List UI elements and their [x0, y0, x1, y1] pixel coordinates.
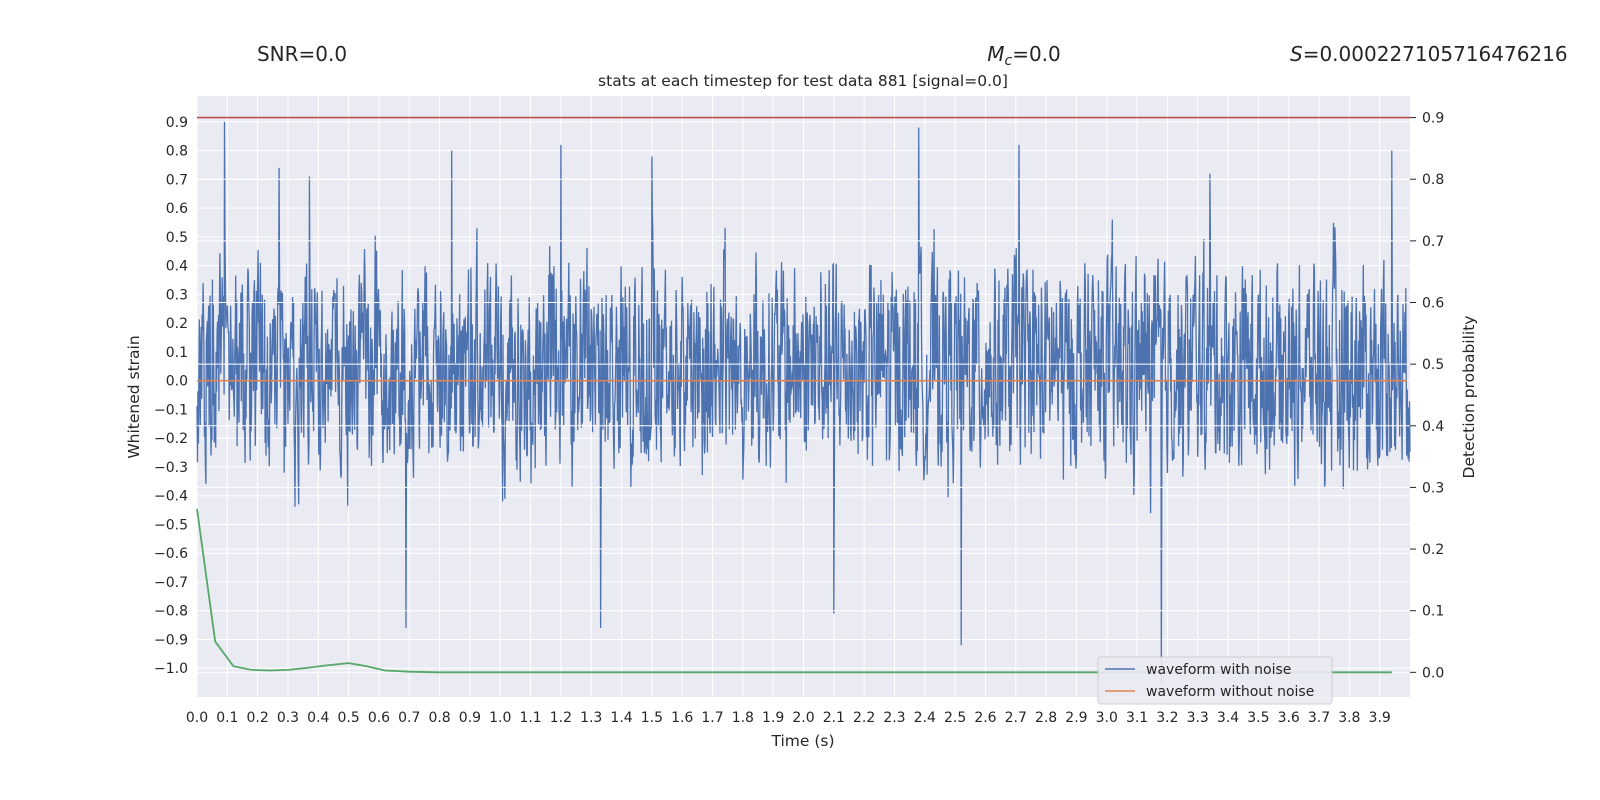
x-tick-label: 2.4	[914, 710, 936, 726]
y-tick-label: −0.9	[154, 632, 188, 648]
detection-probability-line	[196, 508, 1392, 674]
mc-annotation: Mc=0.0	[987, 42, 1061, 69]
s-value: =0.000227105716476216	[1303, 42, 1568, 66]
legend-label-without-noise: waveform without noise	[1146, 684, 1314, 700]
x-tick-label: 1.7	[701, 710, 723, 726]
series-layer	[196, 116, 1410, 674]
x-tick-label: 3.8	[1338, 710, 1360, 726]
y-tick-label: −0.8	[154, 604, 188, 620]
x-tick-label: 1.1	[519, 710, 541, 726]
x-tick-label: 3.0	[1096, 710, 1118, 726]
x-tick-label: 1.9	[762, 710, 784, 726]
x-tick-label: 2.2	[853, 710, 875, 726]
y2-tick-label: 0.2	[1422, 542, 1444, 558]
x-tick-label: 3.2	[1156, 710, 1178, 726]
x-tick-label: 3.6	[1278, 710, 1300, 726]
x-tick-label: 2.9	[1065, 710, 1087, 726]
waveform-with-noise-series	[196, 121, 1411, 686]
x-tick-label: 2.3	[883, 710, 905, 726]
x-tick-label: 3.5	[1247, 710, 1269, 726]
x-tick-label: 2.7	[1005, 710, 1027, 726]
x-tick-label: 3.7	[1308, 710, 1330, 726]
y-tick-label: −1.0	[154, 661, 188, 677]
y-tick-label: 0.0	[166, 374, 188, 390]
x-tick-label: 1.6	[671, 710, 693, 726]
y-tick-label: 0.4	[166, 259, 188, 275]
y-tick-label: 0.5	[166, 230, 188, 246]
y-tick-label: −0.3	[154, 460, 188, 476]
grid-lines	[196, 96, 1410, 697]
x-tick-label: 0.4	[307, 710, 329, 726]
x-tick-label: 2.5	[944, 710, 966, 726]
x-tick-label: 2.8	[1035, 710, 1057, 726]
legend: waveform with noise waveform without noi…	[1097, 656, 1333, 705]
y-tick-label: −0.7	[154, 575, 188, 591]
x-tick-label: 3.4	[1217, 710, 1239, 726]
y-tick-label: 0.1	[166, 345, 188, 361]
y-axis-ticks: 0.9 0.8 0.7 0.6 0.5 0.4 0.3 0.2 0.1 0.0 −0.1 −0.2 −0…	[154, 115, 188, 677]
y2-tick-label: 0.1	[1422, 604, 1444, 620]
x-tick-label: 0.3	[277, 710, 299, 726]
chart-title: stats at each timestep for test data 881…	[598, 72, 1008, 90]
y-tick-label: −0.5	[154, 517, 188, 533]
snr-annotation: SNR=0.0	[257, 42, 347, 66]
mc-value: =0.0	[1012, 42, 1061, 66]
y-tick-label: 0.7	[166, 172, 188, 188]
x-tick-label: 0.8	[428, 710, 450, 726]
x-axis-label: Time (s)	[770, 732, 834, 750]
x-tick-label: 3.3	[1187, 710, 1209, 726]
x-tick-label: 1.0	[489, 710, 511, 726]
y2-tick-label: 0.9	[1422, 111, 1444, 127]
x-tick-label: 3.1	[1126, 710, 1148, 726]
x-tick-label: 2.0	[792, 710, 814, 726]
x-tick-label: 2.6	[974, 710, 996, 726]
y2-tick-label: 0.3	[1422, 480, 1444, 496]
x-tick-label: 0.9	[459, 710, 481, 726]
y-tick-label: 0.9	[166, 115, 188, 131]
y2-tick-label: 0.6	[1422, 295, 1444, 311]
y-tick-label: −0.2	[154, 431, 188, 447]
legend-box	[1097, 656, 1333, 705]
x-tick-label: 1.3	[580, 710, 602, 726]
x-tick-label: 0.2	[247, 710, 269, 726]
y-axis-label: Whitened strain	[125, 335, 143, 458]
y2-tick-label: 0.5	[1422, 357, 1444, 373]
x-tick-label: 3.9	[1369, 710, 1391, 726]
x-tick-label: 1.4	[610, 710, 632, 726]
y-tick-label: −0.1	[154, 402, 188, 418]
y-tick-label: 0.8	[166, 144, 188, 160]
y2-tick-label: 0.4	[1422, 419, 1444, 435]
s-annotation: S=0.000227105716476216	[1290, 42, 1568, 66]
x-tick-label: 0.5	[337, 710, 359, 726]
y-tick-label: 0.2	[166, 316, 188, 332]
x-tick-label: 0.1	[216, 710, 238, 726]
x-tick-label: 0.7	[398, 710, 420, 726]
x-tick-label: 1.5	[641, 710, 663, 726]
y2-axis-label: Detection probability	[1460, 316, 1478, 479]
waveform-with-noise-line	[196, 121, 1411, 686]
x-tick-label: 0.6	[368, 710, 390, 726]
x-tick-label: 1.8	[732, 710, 754, 726]
y-tick-label: −0.4	[154, 489, 188, 505]
y2-axis-ticks: 0.9 0.8 0.7 0.6 0.5 0.4 0.3 0.2 0.1 0.0	[1410, 111, 1444, 681]
y-tick-label: 0.6	[166, 201, 188, 217]
y-tick-label: 0.3	[166, 287, 188, 303]
s-symbol: S	[1290, 42, 1303, 66]
x-tick-label: 0.0	[186, 710, 208, 726]
mc-subscript: c	[1004, 53, 1012, 69]
x-axis-ticks: 0.0 0.1 0.2 0.3 0.4 0.5 0.6 0.7 0.8 0.9 1.0 1.1 1.2 1…	[186, 710, 1391, 726]
x-tick-label: 2.1	[823, 710, 845, 726]
y2-tick-label: 0.8	[1422, 172, 1444, 188]
y-tick-label: −0.6	[154, 546, 188, 562]
x-tick-label: 1.2	[550, 710, 572, 726]
y2-tick-label: 0.7	[1422, 234, 1444, 250]
legend-label-with-noise: waveform with noise	[1146, 662, 1291, 678]
mc-symbol: M	[987, 42, 1004, 66]
y2-tick-label: 0.0	[1422, 665, 1444, 681]
